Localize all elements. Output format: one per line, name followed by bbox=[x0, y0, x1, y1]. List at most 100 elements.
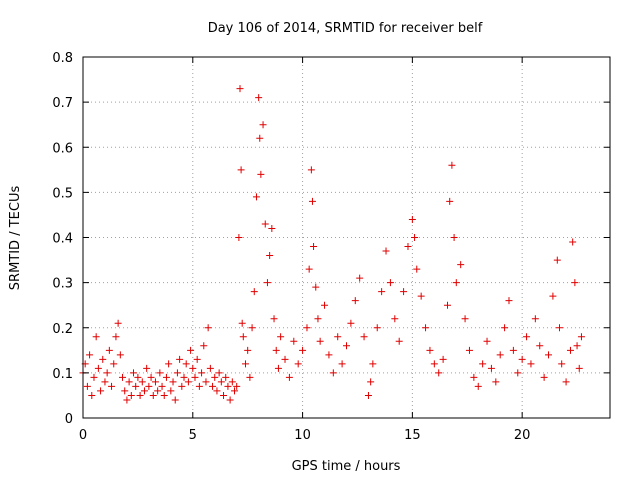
data-point bbox=[277, 333, 285, 341]
data-point bbox=[325, 351, 333, 359]
data-point bbox=[571, 279, 579, 287]
data-point bbox=[134, 373, 142, 381]
data-point bbox=[400, 288, 408, 296]
y-tick-label: 0.7 bbox=[52, 96, 73, 111]
data-point bbox=[450, 234, 458, 241]
data-point bbox=[222, 373, 230, 381]
data-point bbox=[182, 360, 190, 368]
data-point bbox=[307, 166, 315, 174]
data-point bbox=[531, 315, 539, 323]
data-point bbox=[255, 94, 263, 102]
data-point bbox=[125, 378, 133, 386]
data-point bbox=[105, 346, 113, 354]
data-point bbox=[540, 373, 548, 381]
x-tick-label: 5 bbox=[189, 428, 197, 443]
data-point bbox=[518, 355, 526, 363]
data-point bbox=[165, 360, 173, 368]
data-point bbox=[492, 378, 500, 386]
data-point bbox=[239, 333, 247, 341]
data-point bbox=[202, 378, 210, 386]
data-point bbox=[285, 373, 293, 381]
data-point bbox=[112, 333, 120, 341]
data-point bbox=[509, 346, 517, 354]
data-point bbox=[187, 346, 195, 354]
data-point bbox=[272, 346, 280, 354]
data-point bbox=[217, 378, 225, 386]
data-point bbox=[496, 351, 504, 359]
data-point bbox=[226, 396, 234, 404]
data-point bbox=[193, 355, 201, 363]
data-point bbox=[562, 378, 570, 386]
data-point bbox=[143, 364, 151, 372]
data-point bbox=[154, 387, 162, 395]
data-point bbox=[237, 166, 245, 174]
data-point bbox=[422, 324, 430, 332]
y-axis: 0 0.1 0.2 0.3 0.4 0.5 0.6 0.7 0.8 bbox=[52, 51, 610, 427]
data-point bbox=[176, 355, 184, 363]
data-point bbox=[121, 387, 129, 395]
data-point bbox=[569, 238, 577, 246]
data-point bbox=[132, 382, 140, 390]
x-tick-label: 10 bbox=[294, 428, 311, 443]
data-point bbox=[321, 301, 329, 309]
data-point bbox=[457, 261, 465, 269]
data-point bbox=[116, 351, 124, 359]
data-point bbox=[378, 288, 386, 296]
data-point bbox=[108, 382, 116, 390]
data-point bbox=[215, 369, 223, 377]
data-point bbox=[558, 360, 566, 368]
data-point bbox=[417, 292, 425, 300]
data-point bbox=[316, 337, 324, 345]
data-point bbox=[158, 382, 166, 390]
data-point bbox=[364, 391, 372, 399]
data-point bbox=[233, 382, 241, 390]
data-point bbox=[566, 346, 574, 354]
data-point bbox=[236, 85, 244, 93]
data-point bbox=[549, 292, 557, 300]
data-point bbox=[281, 355, 289, 363]
data-point bbox=[209, 382, 217, 390]
data-point bbox=[268, 224, 276, 232]
data-point bbox=[395, 337, 403, 345]
data-point bbox=[545, 351, 553, 359]
data-point bbox=[294, 360, 302, 368]
y-tick-label: 0 bbox=[65, 412, 73, 427]
x-tick-label: 20 bbox=[514, 428, 531, 443]
data-point bbox=[308, 197, 316, 205]
data-point bbox=[88, 391, 96, 399]
data-point bbox=[228, 378, 236, 386]
data-point bbox=[184, 378, 192, 386]
data-point bbox=[200, 342, 208, 350]
data-point bbox=[299, 346, 307, 354]
data-point bbox=[241, 360, 249, 368]
data-point bbox=[553, 256, 561, 264]
y-tick-label: 0.2 bbox=[52, 322, 73, 337]
data-point bbox=[303, 324, 311, 332]
data-point bbox=[101, 378, 109, 386]
data-point bbox=[290, 337, 298, 345]
data-point bbox=[173, 369, 181, 377]
chart-title: Day 106 of 2014, SRMTID for receiver bel… bbox=[208, 21, 483, 36]
data-point bbox=[169, 378, 177, 386]
data-point bbox=[338, 360, 346, 368]
data-point bbox=[575, 364, 583, 372]
data-point bbox=[94, 364, 102, 372]
data-point bbox=[426, 346, 434, 354]
x-tick-label: 0 bbox=[79, 428, 87, 443]
data-point bbox=[211, 373, 219, 381]
data-point bbox=[178, 382, 186, 390]
data-point bbox=[413, 265, 421, 273]
data-point bbox=[461, 315, 469, 323]
data-point bbox=[97, 387, 105, 395]
data-point bbox=[536, 342, 544, 350]
data-point bbox=[206, 364, 214, 372]
data-point bbox=[514, 369, 522, 377]
data-point bbox=[204, 324, 212, 332]
data-point bbox=[391, 315, 399, 323]
data-point bbox=[305, 265, 313, 273]
data-point bbox=[138, 378, 146, 386]
data-point bbox=[90, 373, 98, 381]
data-point bbox=[250, 288, 258, 296]
data-point bbox=[523, 333, 531, 341]
